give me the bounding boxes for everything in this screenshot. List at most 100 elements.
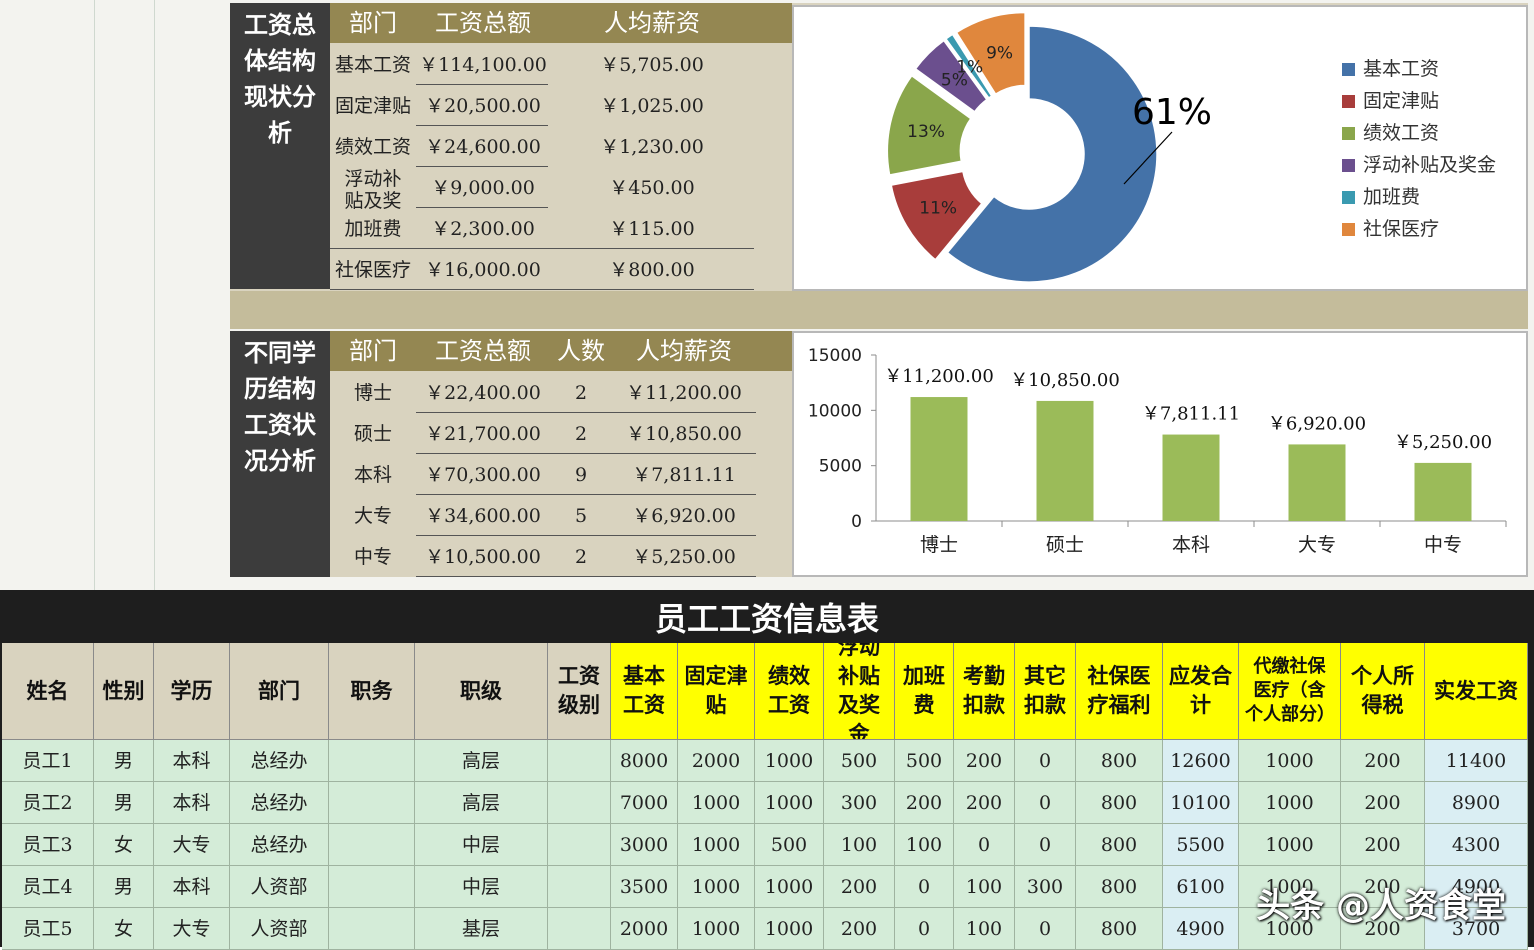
table-cell[interactable]: 4900: [1425, 866, 1528, 908]
table-cell[interactable]: 6100: [1163, 866, 1239, 908]
table-cell[interactable]: 员工4: [2, 866, 94, 908]
table-cell[interactable]: 男: [94, 740, 154, 782]
table-cell[interactable]: 本科: [154, 740, 230, 782]
table-cell[interactable]: 2000: [611, 908, 678, 950]
table-cell[interactable]: 女: [94, 824, 154, 866]
table-cell[interactable]: 300: [1015, 866, 1076, 908]
table-cell[interactable]: 中层: [415, 824, 548, 866]
table-cell[interactable]: 3500: [611, 866, 678, 908]
table-cell[interactable]: 1000: [1239, 866, 1341, 908]
table-cell[interactable]: [548, 782, 611, 824]
row-avg: ￥800.00: [609, 259, 695, 281]
table-cell[interactable]: 1000: [755, 866, 824, 908]
table-cell[interactable]: 男: [94, 866, 154, 908]
table-cell[interactable]: 0: [1015, 908, 1076, 950]
table-cell[interactable]: 200: [1341, 866, 1425, 908]
table-cell[interactable]: [548, 740, 611, 782]
table-cell[interactable]: 100: [954, 866, 1015, 908]
table-cell[interactable]: 4900: [1163, 908, 1239, 950]
legend-label: 绩效工资: [1363, 122, 1440, 144]
table-cell[interactable]: 高层: [415, 782, 548, 824]
table-cell[interactable]: 大专: [154, 824, 230, 866]
table-cell[interactable]: 0: [1015, 740, 1076, 782]
table-cell[interactable]: 200: [1341, 740, 1425, 782]
table-cell[interactable]: 10100: [1163, 782, 1239, 824]
table-cell[interactable]: 100: [954, 908, 1015, 950]
table-cell[interactable]: 人资部: [230, 908, 329, 950]
table-cell[interactable]: [548, 824, 611, 866]
table-cell[interactable]: 男: [94, 782, 154, 824]
table-cell[interactable]: 800: [1076, 782, 1163, 824]
table-cell[interactable]: 500: [824, 740, 895, 782]
table-cell[interactable]: 200: [1341, 908, 1425, 950]
table-cell[interactable]: [329, 866, 415, 908]
table-cell[interactable]: 基层: [415, 908, 548, 950]
table-cell[interactable]: 员工5: [2, 908, 94, 950]
table-cell[interactable]: [329, 782, 415, 824]
table-cell[interactable]: 0: [954, 824, 1015, 866]
table-cell[interactable]: [329, 824, 415, 866]
table-cell[interactable]: 500: [895, 740, 954, 782]
table-cell[interactable]: 4300: [1425, 824, 1528, 866]
table-cell[interactable]: 0: [895, 908, 954, 950]
table-cell[interactable]: 3000: [611, 824, 678, 866]
table-cell[interactable]: 高层: [415, 740, 548, 782]
row-dept: 中专: [353, 546, 392, 568]
table-cell[interactable]: 200: [824, 866, 895, 908]
table-cell[interactable]: 员工2: [2, 782, 94, 824]
table-cell[interactable]: 0: [1015, 782, 1076, 824]
table-cell[interactable]: 200: [895, 782, 954, 824]
table-cell[interactable]: 总经办: [230, 824, 329, 866]
table-cell[interactable]: 本科: [154, 782, 230, 824]
table-cell[interactable]: 100: [824, 824, 895, 866]
table-cell[interactable]: 1000: [1239, 740, 1341, 782]
table-cell[interactable]: [548, 908, 611, 950]
table-cell[interactable]: 大专: [154, 908, 230, 950]
table-cell[interactable]: 1000: [1239, 824, 1341, 866]
table-cell[interactable]: 员工1: [2, 740, 94, 782]
table-cell[interactable]: [329, 740, 415, 782]
table-cell[interactable]: 1000: [1239, 782, 1341, 824]
table-cell[interactable]: 800: [1076, 740, 1163, 782]
table-cell[interactable]: 8000: [611, 740, 678, 782]
table-cell[interactable]: 0: [1015, 824, 1076, 866]
table-cell[interactable]: 500: [755, 824, 824, 866]
table-cell[interactable]: 1000: [678, 824, 755, 866]
y-tick-label: 0: [851, 512, 862, 532]
table-cell[interactable]: 员工3: [2, 824, 94, 866]
table-cell[interactable]: 100: [895, 824, 954, 866]
table-cell[interactable]: 200: [1341, 782, 1425, 824]
table-cell[interactable]: 人资部: [230, 866, 329, 908]
table-cell[interactable]: 1000: [755, 782, 824, 824]
table-cell[interactable]: 800: [1076, 824, 1163, 866]
table-cell[interactable]: 总经办: [230, 782, 329, 824]
table-cell[interactable]: [329, 908, 415, 950]
table-cell[interactable]: 7000: [611, 782, 678, 824]
table-cell[interactable]: 1000: [1239, 908, 1341, 950]
table-cell[interactable]: 8900: [1425, 782, 1528, 824]
row-count: 5: [574, 505, 588, 527]
table-cell[interactable]: 200: [824, 908, 895, 950]
table-cell[interactable]: 1000: [755, 740, 824, 782]
table-cell[interactable]: 12600: [1163, 740, 1239, 782]
table-cell[interactable]: [548, 866, 611, 908]
table-cell[interactable]: 总经办: [230, 740, 329, 782]
table-cell[interactable]: 1000: [678, 908, 755, 950]
table-cell[interactable]: 2000: [678, 740, 755, 782]
table-cell[interactable]: 女: [94, 908, 154, 950]
table-cell[interactable]: 1000: [755, 908, 824, 950]
table-cell[interactable]: 中层: [415, 866, 548, 908]
table-cell[interactable]: 11400: [1425, 740, 1528, 782]
table-cell[interactable]: 200: [954, 740, 1015, 782]
table-cell[interactable]: 1000: [678, 866, 755, 908]
table-cell[interactable]: 3700: [1425, 908, 1528, 950]
table-cell[interactable]: 本科: [154, 866, 230, 908]
table-cell[interactable]: 800: [1076, 866, 1163, 908]
table-cell[interactable]: 5500: [1163, 824, 1239, 866]
table-cell[interactable]: 0: [895, 866, 954, 908]
table-cell[interactable]: 200: [1341, 824, 1425, 866]
table-cell[interactable]: 200: [954, 782, 1015, 824]
table-cell[interactable]: 300: [824, 782, 895, 824]
table-cell[interactable]: 1000: [678, 782, 755, 824]
table-cell[interactable]: 800: [1076, 908, 1163, 950]
